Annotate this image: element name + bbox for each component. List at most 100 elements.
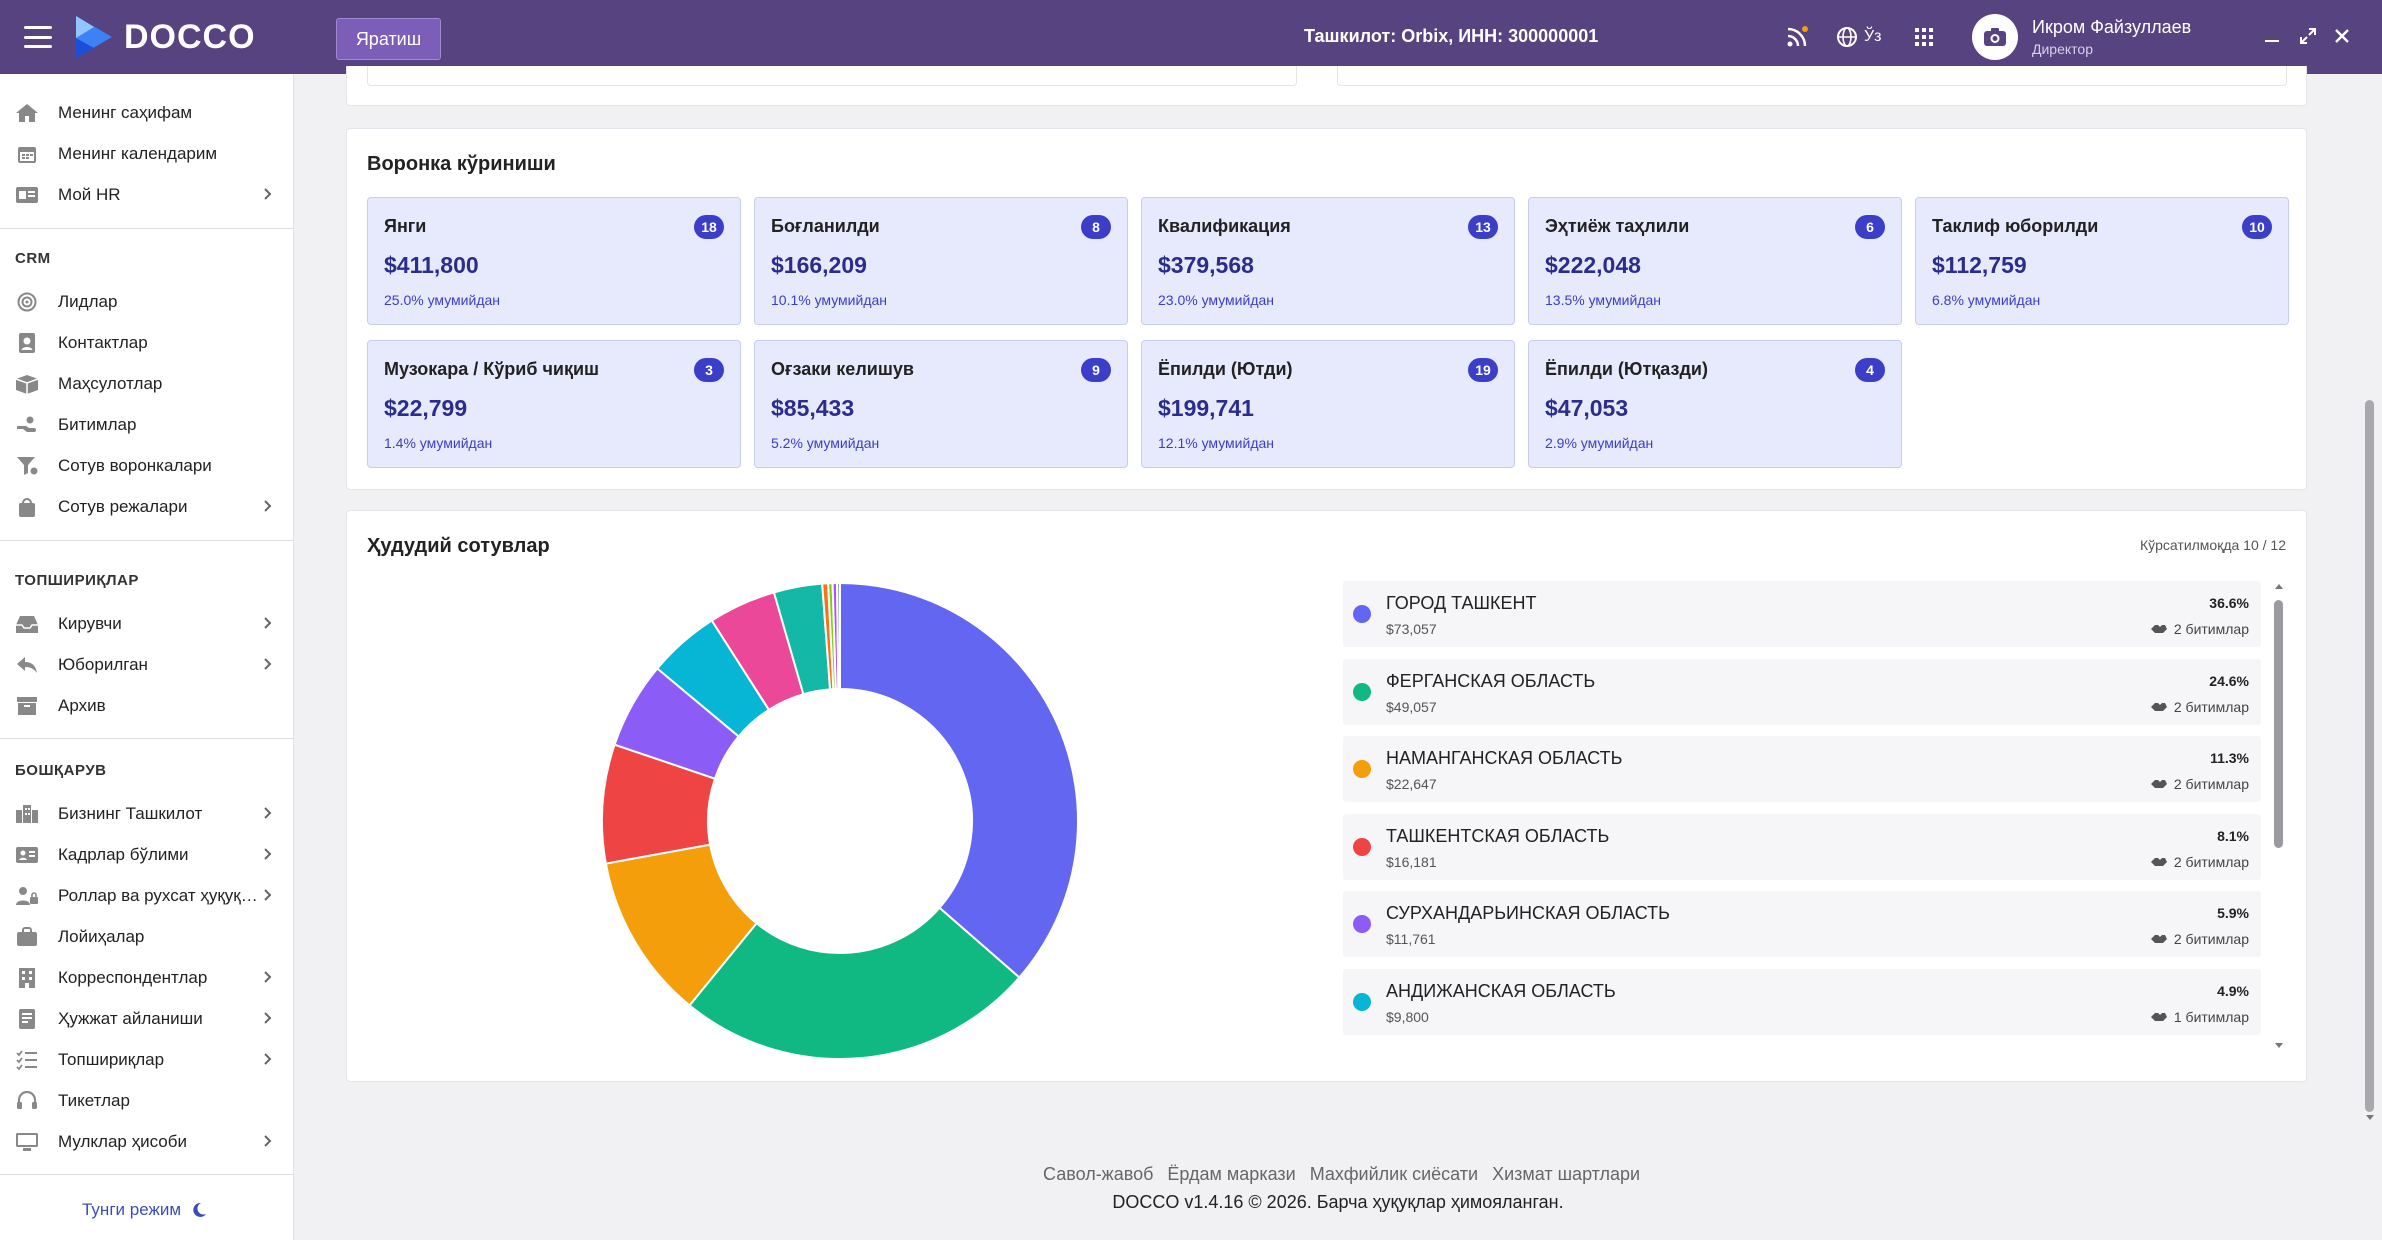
sidebar-item-sent[interactable]: Юборилган bbox=[14, 648, 280, 682]
rss-icon[interactable] bbox=[1784, 24, 1810, 50]
region-percentage: 24.6% bbox=[2209, 672, 2249, 689]
region-color-dot bbox=[1353, 993, 1371, 1011]
sidebar-item-products[interactable]: Маҳсулотлар bbox=[14, 367, 280, 401]
stage-count-badge: 3 bbox=[694, 358, 724, 382]
sidebar-item-projects[interactable]: Лойиҳалар bbox=[14, 920, 280, 954]
sidebar-item-incoming[interactable]: Кирувчи bbox=[14, 607, 280, 641]
region-percentage: 4.9% bbox=[2217, 983, 2249, 999]
donut-slice[interactable] bbox=[839, 581, 1079, 979]
funnel-stage-card[interactable]: Боғланилди 8 $166,209 10.1% умумийдан bbox=[754, 197, 1128, 325]
sidebar-item-my-calendar[interactable]: Менинг календарим bbox=[14, 137, 280, 171]
maximize-icon[interactable] bbox=[2296, 24, 2320, 48]
chevron-right-icon bbox=[264, 848, 272, 860]
funnel-stage-card[interactable]: Ёпилди (Ютди) 19 $199,741 12.1% умумийдан bbox=[1141, 340, 1515, 468]
previous-section-card bbox=[346, 66, 2307, 106]
stage-count-badge: 4 bbox=[1855, 358, 1885, 382]
footer-link-terms-of-service[interactable]: Хизмат шартлари bbox=[1492, 1164, 1641, 1184]
region-list-scrollbar[interactable] bbox=[2271, 580, 2287, 1050]
page-scroll-thumb[interactable] bbox=[2365, 400, 2374, 1112]
sidebar-item-roles-permissions[interactable]: Роллар ва рухсат ҳуқуқлари bbox=[14, 879, 280, 913]
region-percentage: 8.1% bbox=[2217, 827, 2249, 844]
stage-name: Оғзаки келишув bbox=[771, 359, 914, 379]
funnel-stage-card[interactable]: Квалификация 13 $379,568 23.0% умумийдан bbox=[1141, 197, 1515, 325]
region-color-dot bbox=[1353, 837, 1371, 856]
funnel-stage-card[interactable]: Музокара / Кўриб чиқиш 3 $22,799 1.4% умуми… bbox=[367, 340, 741, 468]
sidebar-divider bbox=[0, 738, 293, 739]
sidebar-item-sales-plans[interactable]: Сотув режалари bbox=[14, 490, 280, 524]
chevron-right-icon bbox=[264, 500, 272, 512]
headset-icon bbox=[14, 1090, 40, 1112]
sidebar-item-document-flow[interactable]: Ҳужжат айланиши bbox=[14, 1002, 280, 1036]
region-percentage: 11.3% bbox=[2210, 750, 2249, 767]
chevron-right-icon bbox=[264, 1053, 272, 1065]
funnel-stage-card[interactable]: Оғзаки келишув 9 $85,433 5.2% умумийдан bbox=[754, 340, 1128, 468]
region-percentage: 5.9% bbox=[2217, 905, 2249, 922]
region-list-item[interactable]: АНДИЖАНСКАЯ ОБЛАСТЬ $9,800 4.9% 1 битимлар bbox=[1343, 969, 2261, 1035]
stage-amount: $112,759 bbox=[1932, 252, 2027, 278]
region-list-item[interactable]: СУРХАНДАРЬИНСКАЯ ОБЛАСТЬ $11,761 5.9% 2 бит… bbox=[1343, 891, 2261, 958]
footer-link-faq[interactable]: Савол-жавоб bbox=[1043, 1164, 1154, 1184]
region-name: ГОРОД ТАШКЕНТ bbox=[1386, 593, 1537, 613]
sidebar-item-hr-department[interactable]: Кадрлар бўлими bbox=[14, 838, 280, 872]
sidebar-item-tasks[interactable]: Топшириқлар bbox=[14, 1043, 280, 1077]
region-name: НАМАНГАНСКАЯ ОБЛАСТЬ bbox=[1386, 748, 1623, 769]
apps-grid-icon[interactable] bbox=[1911, 24, 1937, 50]
top-bar: DOCCO Яратиш Ташкилот: Orbix, ИНН: 30000… bbox=[0, 0, 2382, 74]
stage-amount: $22,799 bbox=[384, 395, 468, 421]
funnel-stage-card[interactable]: Янги 18 $411,800 25.0% умумийдан bbox=[367, 197, 741, 325]
region-deals: 1 битимлар bbox=[2150, 1009, 2249, 1025]
stage-name: Янги bbox=[384, 216, 427, 236]
footer-link-privacy-policy[interactable]: Махфийлик сиёсати bbox=[1309, 1164, 1479, 1184]
donut-slice[interactable] bbox=[836, 581, 841, 691]
page-scrollbar[interactable] bbox=[2360, 74, 2382, 1240]
sidebar-item-sales-funnels[interactable]: Сотув воронкалари bbox=[14, 449, 280, 483]
app-logo[interactable]: DOCCO bbox=[72, 14, 256, 60]
id-card-icon bbox=[14, 184, 40, 206]
sidebar-item-leads[interactable]: Лидлар bbox=[14, 285, 280, 319]
region-list-item[interactable]: ТАШКЕНТСКАЯ ОБЛАСТЬ $16,181 8.1% 2 битимлар bbox=[1343, 813, 2261, 880]
sidebar-item-my-page[interactable]: Менинг саҳифам bbox=[14, 96, 280, 130]
region-list-item[interactable]: ФЕРГАНСКАЯ ОБЛАСТЬ $49,057 24.6% 2 битимлар bbox=[1343, 658, 2261, 725]
stage-count-badge: 9 bbox=[1081, 358, 1111, 382]
funnel-stage-card[interactable]: Таклиф юборилди 10 $112,759 6.8% умумийдан bbox=[1915, 197, 2289, 325]
menu-toggle-icon[interactable] bbox=[24, 26, 52, 48]
region-list-item[interactable]: НАМАНГАНСКАЯ ОБЛАСТЬ $22,647 11.3% 2 битимл… bbox=[1343, 736, 2261, 803]
footer-link-help-center[interactable]: Ёрдам маркази bbox=[1167, 1164, 1296, 1184]
region-amount: $9,800 bbox=[1386, 1009, 1429, 1025]
sidebar-item-deals[interactable]: Битимлар bbox=[14, 408, 280, 442]
sidebar-item-asset-accounting[interactable]: Мулклар ҳисоби bbox=[14, 1125, 280, 1159]
sidebar-item-our-organization[interactable]: Бизнинг Ташкилот bbox=[14, 797, 280, 831]
sidebar-item-tickets[interactable]: Тикетлар bbox=[14, 1084, 280, 1118]
region-list-item[interactable]: ГОРОД ТАШКЕНТ $73,057 36.6% 2 битимлар bbox=[1343, 581, 2261, 647]
region-amount: $16,181 bbox=[1386, 853, 1437, 870]
stage-amount: $411,800 bbox=[384, 252, 479, 278]
region-name: АНДИЖАНСКАЯ ОБЛАСТЬ bbox=[1386, 981, 1616, 1001]
section-title-management: БОШҚАРУВ bbox=[15, 762, 107, 779]
scroll-down-icon[interactable] bbox=[2274, 1042, 2284, 1050]
stage-amount: $379,568 bbox=[1158, 252, 1254, 278]
page-scroll-down-icon[interactable] bbox=[2365, 1114, 2375, 1122]
funnel-stage-card[interactable]: Ёпилди (Ютқазди) 4 $47,053 2.9% умумийдан bbox=[1528, 340, 1902, 468]
stage-count-badge: 8 bbox=[1081, 215, 1111, 239]
sidebar-item-my-hr[interactable]: Мой HR bbox=[14, 178, 280, 212]
sidebar-divider bbox=[0, 1174, 293, 1175]
stage-share: 2.9% умумийдан bbox=[1545, 435, 1654, 451]
funnel-view-card: Воронка кўриниши Янги 18 $411,800 25.0% уму… bbox=[346, 128, 2307, 490]
funnel-stage-card[interactable]: Эҳтиёж таҳлили 6 $222,048 13.5% умумийдан bbox=[1528, 197, 1902, 325]
scroll-up-icon[interactable] bbox=[2274, 582, 2284, 590]
language-switcher[interactable]: Ўз bbox=[1836, 26, 1882, 48]
close-icon[interactable] bbox=[2330, 24, 2354, 48]
night-mode-label: Тунги режим bbox=[82, 1200, 182, 1219]
create-button[interactable]: Яратиш bbox=[336, 18, 441, 60]
user-profile[interactable]: Икром Файзуллаев Директор bbox=[1972, 14, 2191, 60]
donut-slice[interactable] bbox=[688, 906, 1021, 1060]
sidebar-item-archive[interactable]: Архив bbox=[14, 689, 280, 723]
previous-panel-left bbox=[367, 66, 1297, 86]
previous-panel-right bbox=[1337, 66, 2287, 86]
sidebar-item-correspondents[interactable]: Корреспондентлар bbox=[14, 961, 280, 995]
minimize-icon[interactable] bbox=[2260, 24, 2284, 48]
night-mode-toggle[interactable]: Тунги режим bbox=[82, 1200, 207, 1220]
sidebar-item-contacts[interactable]: Контактлар bbox=[14, 326, 280, 360]
region-list-scroll-thumb[interactable] bbox=[2274, 600, 2283, 848]
reply-icon bbox=[14, 654, 40, 676]
